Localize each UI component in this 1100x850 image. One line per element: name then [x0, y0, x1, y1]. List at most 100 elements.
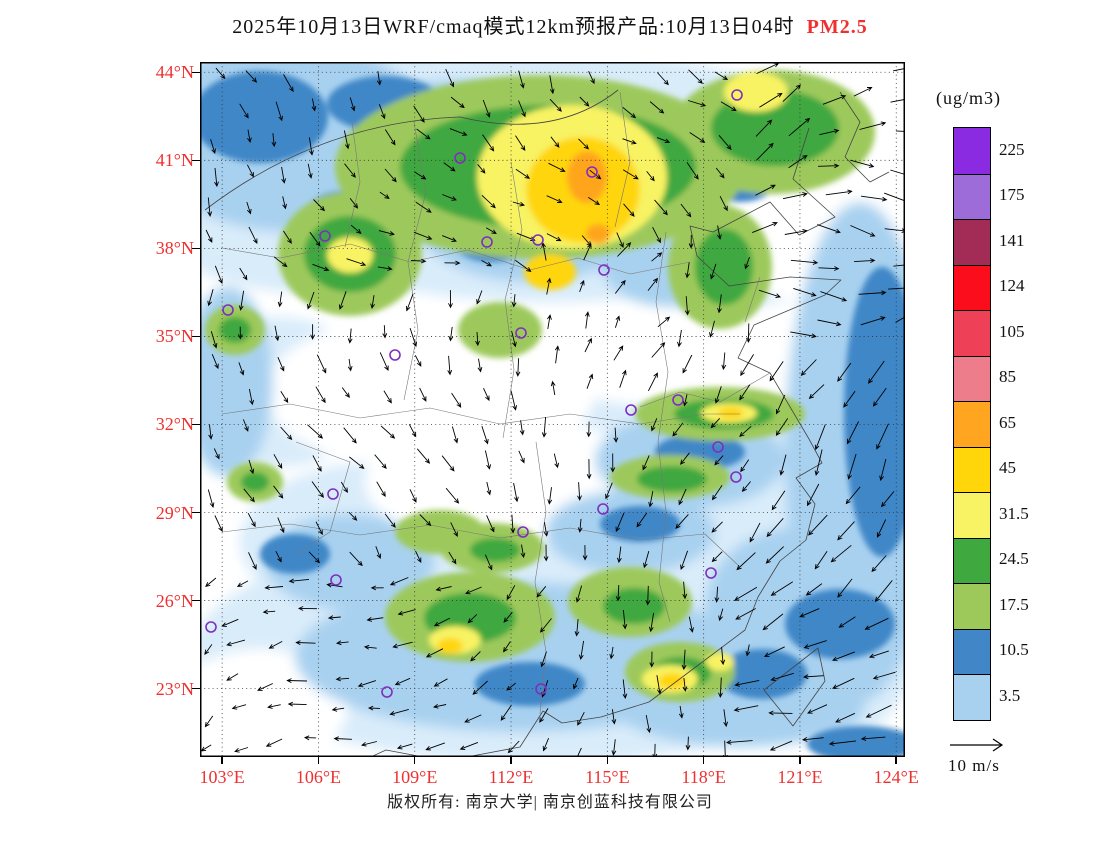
station-marker	[712, 441, 724, 453]
page-title: 2025年10月13日WRF/cmaq模式12km预报产品:10月13日04时 P…	[0, 10, 1100, 39]
pm25-blob	[718, 407, 744, 419]
station-marker	[389, 349, 401, 361]
title-main: 2025年10月13日WRF/cmaq模式12km预报产品:10月13日04时	[232, 16, 795, 38]
colorbar-label-24.5: 24.5	[999, 549, 1029, 569]
lat-tick	[192, 159, 200, 162]
lat-tick	[192, 247, 200, 250]
lon-tick	[221, 757, 223, 764]
lon-tick	[413, 757, 416, 764]
colorbar-swatch-141	[954, 219, 990, 265]
station-marker	[319, 230, 331, 242]
colorbar-label-17.5: 17.5	[999, 594, 1029, 614]
colorbar-swatch-85	[954, 355, 990, 401]
pm25-blob	[785, 589, 895, 659]
lon-tick	[510, 757, 512, 764]
colorbar-label-225: 225	[999, 139, 1025, 159]
pm25-blob	[603, 588, 665, 624]
colorbar-swatch-10.5	[954, 628, 990, 674]
lon-label-112: 112°E	[488, 767, 534, 787]
station-marker	[730, 471, 742, 483]
pm25-blob	[844, 267, 905, 557]
station-marker	[731, 89, 743, 101]
station-marker	[705, 567, 717, 579]
colorbar-swatch-45	[954, 446, 990, 492]
pm25-blob	[470, 538, 520, 562]
station-marker	[454, 152, 466, 164]
pm25-blob	[475, 662, 585, 706]
pm25-blob	[327, 237, 373, 273]
lat-label-44: 44°N	[155, 62, 194, 83]
colorbar-swatch-24.5	[954, 537, 990, 583]
pm25-blob	[241, 472, 269, 492]
map-frame	[200, 62, 905, 757]
pm25-blob	[219, 317, 251, 343]
station-marker	[327, 488, 339, 500]
colorbar-swatch-105	[954, 310, 990, 356]
pm25-blob	[600, 506, 680, 542]
station-marker	[597, 503, 609, 515]
map-boundaries	[204, 89, 890, 757]
pm25-blob	[524, 254, 576, 290]
colorbar-label-175: 175	[999, 185, 1025, 205]
lon-tick	[799, 757, 801, 764]
station-marker	[481, 236, 493, 248]
station-marker	[381, 686, 393, 698]
colorbar-swatch-225	[954, 128, 990, 174]
pm25-blob	[567, 151, 607, 203]
colorbar-swatch-65	[954, 401, 990, 447]
pm25-blob	[437, 638, 463, 654]
lat-label-38: 38°N	[155, 238, 194, 259]
station-marker	[535, 683, 547, 695]
pm25-field-detail	[200, 70, 905, 757]
pm25-blob	[706, 653, 734, 671]
station-marker	[532, 234, 544, 246]
lon-label-118: 118°E	[681, 767, 726, 787]
station-marker	[598, 264, 610, 276]
lon-label-121: 121°E	[777, 767, 823, 787]
wind-arrow-set	[200, 62, 905, 757]
colorbar-swatch-175	[954, 173, 990, 219]
colorbar-label-10.5: 10.5	[999, 640, 1029, 660]
colorbar-swatch-31.5	[954, 492, 990, 538]
colorbar-label-85: 85	[999, 367, 1016, 387]
lat-label-35: 35°N	[155, 326, 194, 347]
copyright-footer: 版权所有: 南京大学| 南京创蓝科技有限公司	[387, 794, 713, 811]
pm25-blob	[458, 302, 542, 358]
station-marker	[672, 394, 684, 406]
wind-scale-label: 10 m/s	[948, 756, 1000, 775]
pm25-blob	[807, 726, 905, 757]
pm25-blob	[658, 673, 686, 689]
colorbar-swatch-124	[954, 264, 990, 310]
colorbar-label-105: 105	[999, 321, 1025, 341]
lat-tick	[192, 71, 200, 74]
northeast-border	[839, 91, 890, 183]
lat-tick	[192, 599, 200, 602]
station-marker	[586, 166, 598, 178]
lat-label-29: 29°N	[155, 502, 194, 523]
north-border	[204, 89, 619, 211]
taiwan-outline	[763, 647, 826, 727]
lon-label-109: 109°E	[392, 767, 438, 787]
lon-tick	[606, 757, 609, 764]
station-marker	[517, 526, 529, 538]
colorbar-swatch-17.5	[954, 583, 990, 629]
lat-tick	[192, 687, 200, 690]
wind-vectors	[200, 62, 905, 757]
colorbar-unit: (ug/m3)	[936, 88, 1001, 108]
lon-label-115: 115°E	[585, 767, 630, 787]
coastline-path	[369, 127, 842, 757]
station-marker	[222, 304, 234, 316]
lon-label-124: 124°E	[873, 767, 919, 787]
lon-tick	[895, 757, 897, 764]
pm25-blob	[637, 466, 707, 492]
colorbar	[953, 127, 991, 721]
colorbar-label-124: 124	[999, 276, 1025, 296]
wind-scale-arrow	[950, 738, 1004, 752]
lon-label-103: 103°E	[199, 767, 245, 787]
lat-label-26: 26°N	[155, 590, 194, 611]
lat-tick	[192, 335, 200, 338]
colorbar-label-65: 65	[999, 412, 1016, 432]
colorbar-label-141: 141	[999, 230, 1025, 250]
pm25-blob	[724, 72, 788, 112]
station-marker	[625, 404, 637, 416]
